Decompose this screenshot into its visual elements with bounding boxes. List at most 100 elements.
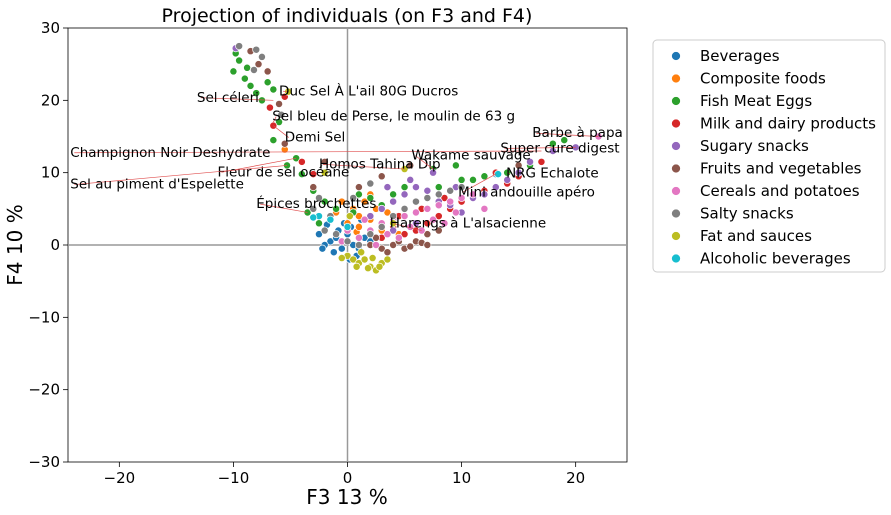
data-point — [277, 110, 286, 119]
data-point — [263, 67, 272, 76]
x-tick-label: −10 — [218, 469, 250, 487]
data-point — [354, 241, 363, 249]
data-point — [446, 186, 455, 195]
data-point — [480, 190, 489, 199]
data-point — [315, 230, 323, 239]
data-point — [400, 190, 409, 199]
data-point — [389, 190, 398, 199]
y-tick-label: −10 — [28, 308, 60, 326]
legend-entry: Composite foods — [700, 70, 826, 88]
data-point — [377, 172, 386, 181]
data-point — [275, 99, 284, 108]
legend-marker — [671, 231, 681, 241]
data-point — [377, 244, 386, 253]
annotation-label: Champignon Noir Deshydrate — [70, 145, 270, 161]
data-point — [243, 63, 252, 72]
legend-entry: Beverages — [700, 47, 780, 65]
annotation-label: Super cure digest — [500, 140, 619, 156]
y-tick-label: 10 — [41, 164, 60, 182]
data-point — [383, 255, 392, 264]
data-point — [297, 170, 306, 179]
legend-marker — [671, 253, 681, 264]
data-point — [229, 67, 238, 76]
annotation-label: Duc Sel À L'ail 80G Ducros — [279, 82, 458, 99]
data-point — [332, 204, 341, 213]
data-point — [275, 118, 284, 126]
data-point — [320, 197, 329, 206]
annotation-arrow — [504, 147, 576, 149]
y-tick-label: −30 — [28, 453, 60, 471]
legend-marker — [671, 208, 681, 219]
data-point — [250, 66, 258, 74]
data-point — [480, 172, 489, 181]
data-point — [434, 226, 443, 235]
legend-marker — [671, 186, 681, 196]
annotation-label: Demi Sel — [285, 130, 346, 146]
annotation-label: Wakame sauvage — [411, 148, 530, 164]
data-point — [235, 42, 244, 51]
data-point — [368, 254, 377, 262]
data-point — [309, 183, 318, 192]
data-point — [457, 194, 466, 202]
annotation-label: Homos Tahina Dip — [319, 156, 441, 172]
data-point — [337, 197, 346, 206]
data-point — [349, 194, 358, 202]
legend-marker — [671, 51, 681, 61]
data-point — [560, 136, 569, 145]
data-point — [411, 219, 420, 228]
annotations: Duc Sel À L'ail 80G Ducros Sel céleri Sel … — [70, 82, 623, 231]
data-point — [457, 175, 466, 184]
annotation-arrow — [200, 97, 274, 101]
data-point — [451, 208, 460, 217]
data-point — [411, 183, 420, 192]
legend-marker — [671, 118, 681, 129]
legend-marker — [671, 73, 681, 84]
data-point — [329, 248, 338, 257]
data-point — [343, 237, 352, 246]
y-tick-label: 0 — [50, 236, 60, 254]
annotation-label: Sel au piment d'Espelette — [70, 177, 244, 193]
annotation-label: Mini andouille apéro — [458, 185, 595, 201]
data-point — [434, 190, 443, 199]
data-point — [389, 219, 398, 228]
data-point — [440, 194, 449, 202]
annotation-arrow — [273, 116, 277, 123]
data-point — [411, 197, 420, 206]
data-point — [345, 212, 354, 221]
data-points — [229, 42, 603, 275]
data-point — [252, 89, 261, 98]
legend-entry: Alcoholic beverages — [700, 250, 851, 268]
legend-entry: Milk and dairy products — [700, 115, 876, 133]
data-point — [252, 45, 261, 54]
data-point — [235, 56, 244, 65]
data-point — [394, 233, 403, 242]
data-point — [423, 204, 432, 213]
annotation-arrow — [461, 173, 496, 193]
data-point — [366, 212, 375, 221]
x-tick-label: −20 — [104, 469, 136, 487]
data-point — [400, 230, 409, 239]
data-point — [480, 204, 489, 213]
data-point — [337, 254, 346, 262]
legend-marker — [671, 163, 681, 174]
annotation-label: Sel céleri — [197, 90, 259, 106]
data-point — [457, 183, 466, 192]
chart-title: Projection of individuals (on F3 and F4) — [162, 5, 533, 27]
data-point — [360, 197, 369, 206]
data-point — [383, 230, 392, 239]
data-point — [315, 194, 323, 202]
annotation-label: Sel bleu de Perse, le moulin de 63 g — [272, 109, 515, 125]
data-point — [320, 226, 329, 235]
data-point — [240, 74, 249, 83]
annotation-arrow — [74, 150, 542, 154]
data-point — [326, 215, 335, 224]
data-point — [423, 186, 432, 195]
data-point — [366, 179, 375, 188]
data-point — [354, 183, 363, 192]
data-point — [315, 219, 323, 228]
data-point — [280, 139, 289, 148]
data-point — [494, 170, 503, 179]
x-tick-label: 10 — [452, 469, 471, 487]
annotation-arrow — [260, 203, 308, 213]
